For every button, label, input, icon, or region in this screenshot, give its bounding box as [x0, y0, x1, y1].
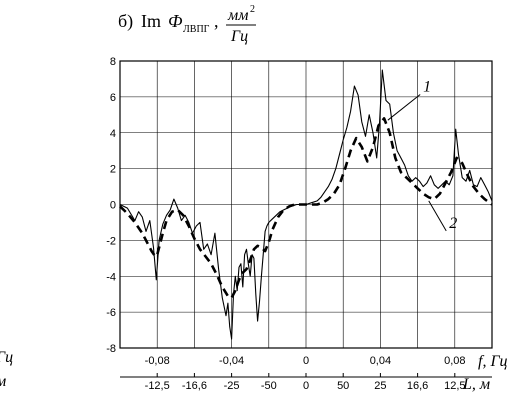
- l-tick-label: -25: [224, 380, 240, 392]
- y-tick-label: 4: [110, 128, 116, 140]
- x-tick-label: -0,04: [219, 355, 244, 367]
- title-im: Im: [141, 11, 161, 31]
- l-tick-label: 25: [374, 380, 386, 392]
- y-tick-label: 8: [110, 56, 116, 68]
- title-phi: Ф: [168, 11, 183, 31]
- y-tick-label: 0: [110, 200, 116, 212]
- y-tick-label: -8: [106, 343, 116, 355]
- y-tick-label: -2: [106, 235, 116, 247]
- l-tick-label: 12,5: [444, 380, 465, 392]
- series-lines: [119, 69, 493, 340]
- x-axis-label-l: L, м: [462, 376, 490, 393]
- y-tick-label: 6: [110, 92, 116, 104]
- y-tick-labels: 8 6 4 2 0 -2 -4 -6 -8: [106, 56, 116, 355]
- chart-title: б) Im Ф ЛВПГ , мм 2 Гц: [118, 4, 256, 45]
- annotation-leader: [428, 200, 447, 232]
- x-tick-label: -0,08: [145, 355, 170, 367]
- title-separator: ,: [214, 11, 219, 31]
- series-line-2: [119, 117, 493, 300]
- annotation-label: 2: [449, 215, 457, 232]
- title-denominator: Гц: [230, 28, 248, 45]
- x-tick-label: 0,08: [444, 355, 465, 367]
- l-tick-label: 50: [337, 380, 349, 392]
- series-line-1: [119, 69, 493, 340]
- l-tick-label: 0: [303, 380, 309, 392]
- l-tick-label: -50: [261, 380, 277, 392]
- title-numerator: мм: [227, 7, 248, 24]
- l-tick-label: -16,6: [182, 380, 207, 392]
- y-tick-label: -6: [106, 307, 116, 319]
- annotation-label: 1: [423, 78, 431, 95]
- x-axis-label-f: f, Гц: [478, 353, 508, 370]
- x-tick-label: 0: [303, 355, 309, 367]
- x-tick-labels: -0,08 -0,04 0 0,04 0,08: [145, 355, 466, 367]
- annotation-leader: [387, 94, 421, 121]
- l-axis: -12,5 -16,6 -25 -50 0 50 25 16,6 12,5: [120, 373, 492, 392]
- title-subscript: ЛВПГ: [183, 24, 210, 35]
- l-tick-label: 16,6: [407, 380, 428, 392]
- left-edge-label-top: Гц: [0, 349, 13, 366]
- y-tick-label: -4: [106, 271, 116, 283]
- annotations: 12: [387, 78, 457, 232]
- title-prefix: б): [118, 11, 133, 32]
- x-tick-label: 0,04: [370, 355, 391, 367]
- title-superscript: 2: [250, 4, 255, 15]
- y-tick-label: 2: [110, 164, 116, 176]
- l-tick-label: -12,5: [145, 380, 170, 392]
- left-edge-label-bottom: м: [0, 373, 6, 390]
